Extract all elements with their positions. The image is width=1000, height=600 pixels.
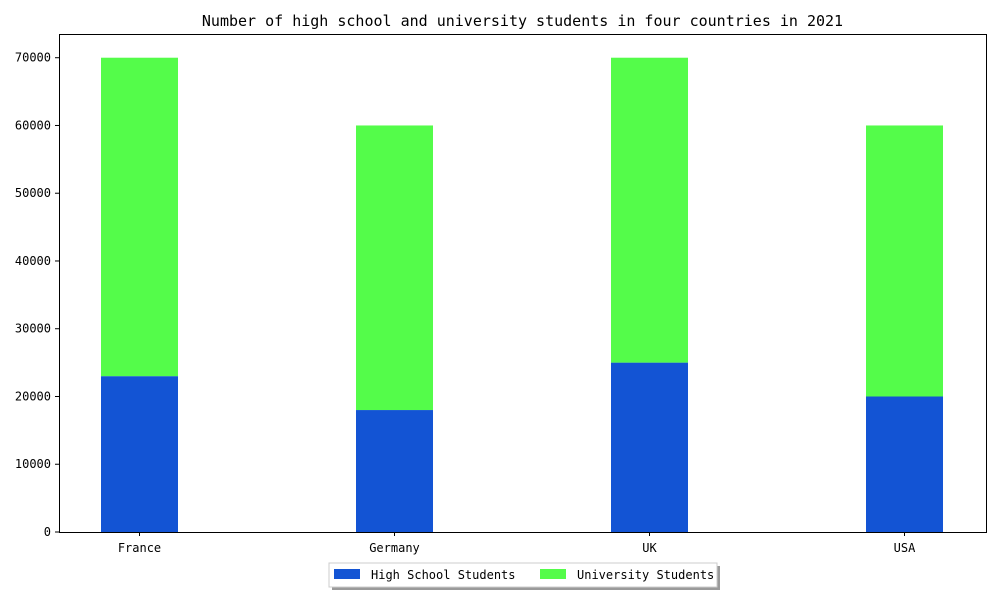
y-tick-label: 20000	[15, 389, 51, 403]
legend-swatch	[540, 569, 566, 579]
legend-swatch	[334, 569, 360, 579]
y-tick-label: 10000	[15, 457, 51, 471]
y-tick-label: 40000	[15, 254, 51, 268]
bar-usa-high-school-students	[866, 396, 943, 532]
bar-france-university-students	[101, 57, 178, 377]
legend-label: High School Students	[371, 568, 516, 582]
x-tick-label-usa: USA	[894, 541, 916, 555]
y-axis: 0 10000 20000 30000 40000 50000 60000 70000	[15, 51, 59, 539]
x-tick-label-germany: Germany	[369, 541, 420, 555]
y-tick-label: 70000	[15, 51, 51, 65]
bar-germany-high-school-students	[356, 410, 433, 532]
bar-uk-university-students	[611, 57, 688, 363]
x-tick-label-france: France	[118, 541, 161, 555]
y-tick-label: 30000	[15, 322, 51, 336]
legend: High School Students University Students	[328, 562, 720, 590]
bar-uk-high-school-students	[611, 362, 688, 532]
chart-title: Number of high school and university stu…	[202, 12, 843, 30]
x-tick-label-uk: UK	[642, 541, 657, 555]
bar-france-high-school-students	[101, 376, 178, 532]
legend-label: University Students	[577, 568, 714, 582]
y-tick-label: 50000	[15, 186, 51, 200]
y-tick-label: 0	[44, 525, 51, 539]
legend-box	[328, 562, 718, 588]
y-tick-label: 60000	[15, 118, 51, 132]
plot-area-frame	[59, 34, 987, 533]
x-axis: France Germany UK USA	[118, 532, 916, 555]
bar-germany-university-students	[356, 125, 433, 411]
bars-group	[101, 57, 943, 532]
bar-usa-university-students	[866, 125, 943, 397]
